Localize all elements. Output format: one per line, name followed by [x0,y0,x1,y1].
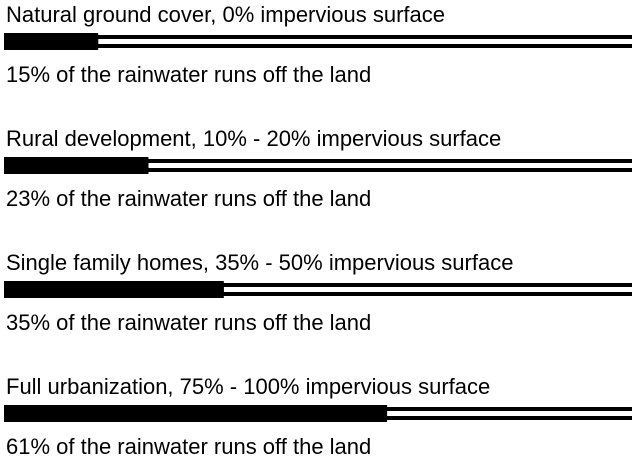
bar-title: Single family homes, 35% - 50% imperviou… [6,250,513,275]
bar-track-gap [223,287,632,292]
bar-track-gap [387,411,632,416]
bar-track-gap [148,163,632,168]
bar [4,281,224,298]
bar [4,405,388,422]
bar-title: Rural development, 10% - 20% impervious … [6,126,501,151]
bar-label: 35% of the rainwater runs off the land [6,310,371,335]
bar-label: 61% of the rainwater runs off the land [6,434,371,459]
bar [4,157,149,174]
bar [4,33,99,50]
bar-track-gap [98,39,632,44]
bar-title: Natural ground cover, 0% impervious surf… [6,2,445,27]
bar-title: Full urbanization, 75% - 100% impervious… [6,374,490,399]
bar-label: 23% of the rainwater runs off the land [6,186,371,211]
bar-label: 15% of the rainwater runs off the land [6,62,371,87]
